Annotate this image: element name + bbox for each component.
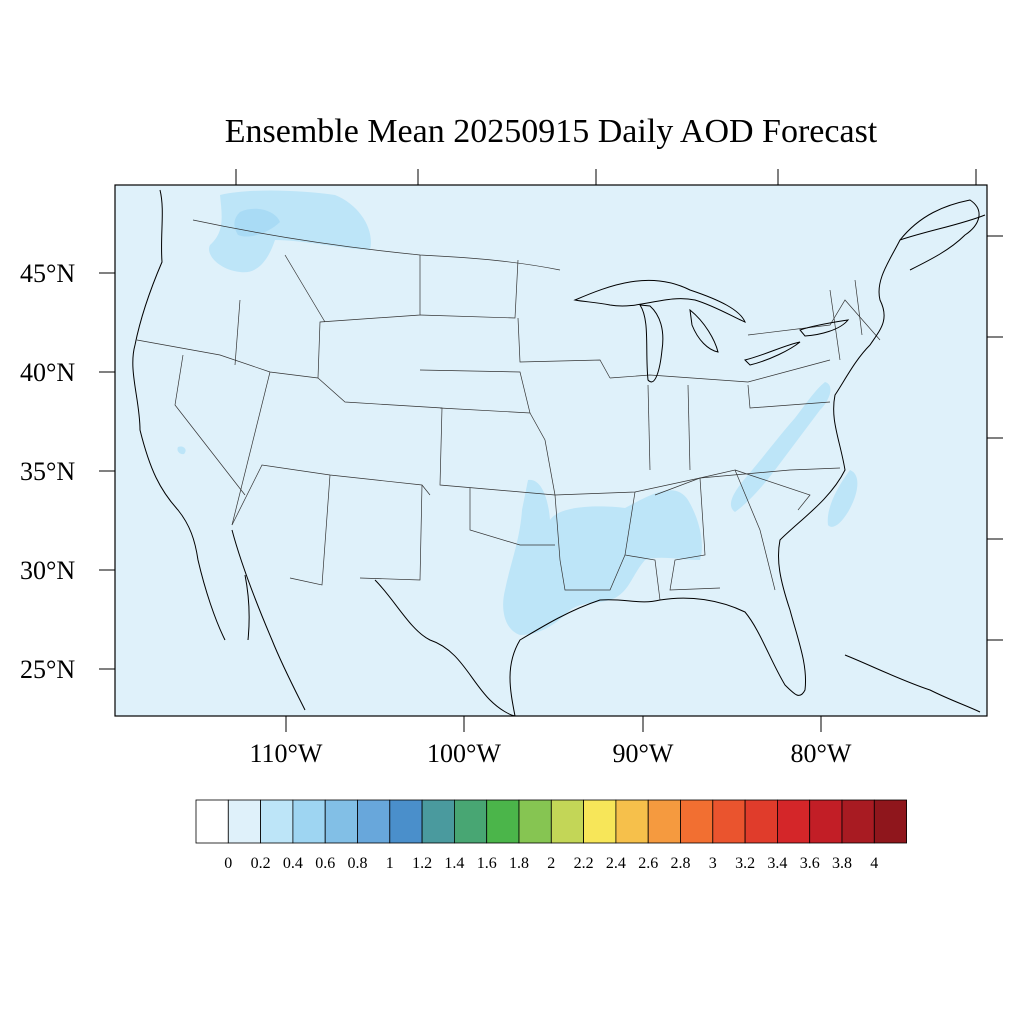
colorbar-swatch [841,799,875,844]
lat-label: 40°N [20,358,75,387]
colorbar-swatch [421,799,455,844]
colorbar-swatch [453,799,488,844]
state-boundaries [136,219,881,601]
colorbar-swatch [712,799,746,844]
colorbar-label: 1.4 [444,855,464,872]
lon-label: 100°W [427,739,501,768]
aod-area-texas-gulf [503,479,702,635]
us-coastline [132,189,986,717]
colorbar-label: 0.2 [251,855,271,872]
map-frame [114,184,988,717]
lat-labels: 45°N 40°N 35°N 30°N 25°N [20,259,75,684]
colorbar-label: 3.2 [735,855,755,872]
colorbar-swatch [647,799,681,844]
colorbar-label: 2.2 [574,855,594,872]
great-lakes [573,279,850,383]
colorbar-swatch [615,799,649,844]
aod-elevated-areas [177,190,858,635]
aod-darker-cores [234,208,280,237]
colorbar-swatch [227,799,262,844]
aod-area-nevada [177,446,186,455]
colorbar-label: 0.6 [315,855,335,872]
cuba-coastline [844,654,981,713]
lon-label: 80°W [791,739,852,768]
colorbar-swatch [550,799,584,844]
colorbar-swatch [357,799,391,844]
map-background [115,185,987,716]
colorbar-label: 1.6 [477,855,497,872]
colorbar-label: 3.8 [832,855,852,872]
colorbar-label: 3.6 [800,855,820,872]
lon-ticks-top [235,169,977,185]
colorbar-swatch [260,799,294,844]
aod-core-idaho [234,208,280,237]
colorbar-swatch [195,799,229,844]
lat-label: 45°N [20,259,75,288]
map-title: Ensemble Mean 20250915 Daily AOD Forecas… [225,113,878,150]
colorbar-label: 1.2 [412,855,432,872]
lat-label: 35°N [20,457,75,486]
lon-labels: 110°W 100°W 90°W 80°W [250,739,852,768]
map-panel [115,185,987,717]
colorbar-swatch [389,799,423,844]
aod-area-appalachians [730,382,831,512]
lon-ticks-bottom [285,716,822,732]
colorbar-label: 2.4 [606,855,626,872]
colorbar: 0 0.2 0.4 0.6 0.8 1 1.2 1.4 1.6 1.8 2 2.2 2.4 2.6 2.8 3… [195,799,907,872]
colorbar-swatch [486,799,520,844]
lat-ticks-left [99,272,115,670]
colorbar-swatch [744,799,778,844]
colorbar-label: 0.4 [283,855,303,872]
colorbar-swatch [680,799,714,844]
colorbar-swatch [777,799,811,844]
aod-area-atlantic [827,470,858,527]
colorbar-label: 0 [224,855,232,872]
colorbar-label: 1 [386,855,394,872]
colorbar-swatch [324,799,358,844]
colorbar-label: 2.6 [638,855,658,872]
lon-label: 90°W [613,739,674,768]
colorbar-swatch [809,799,843,844]
colorbar-swatch [518,799,552,844]
lon-label: 110°W [250,739,323,768]
canada-maritimes [899,199,980,271]
colorbar-label: 2.8 [671,855,691,872]
colorbar-label: 3 [709,855,717,872]
colorbar-label: 1.8 [509,855,529,872]
lat-label: 25°N [20,655,75,684]
colorbar-label: 3.4 [767,855,787,872]
lat-ticks-right [987,235,1003,641]
colorbar-label: 4 [870,855,878,872]
colorbar-swatch [583,799,617,844]
colorbar-label: 2 [547,855,555,872]
colorbar-label: 0.8 [348,855,368,872]
colorbar-swatch [292,799,326,844]
lat-label: 30°N [20,556,75,585]
colorbar-swatch [873,799,907,844]
